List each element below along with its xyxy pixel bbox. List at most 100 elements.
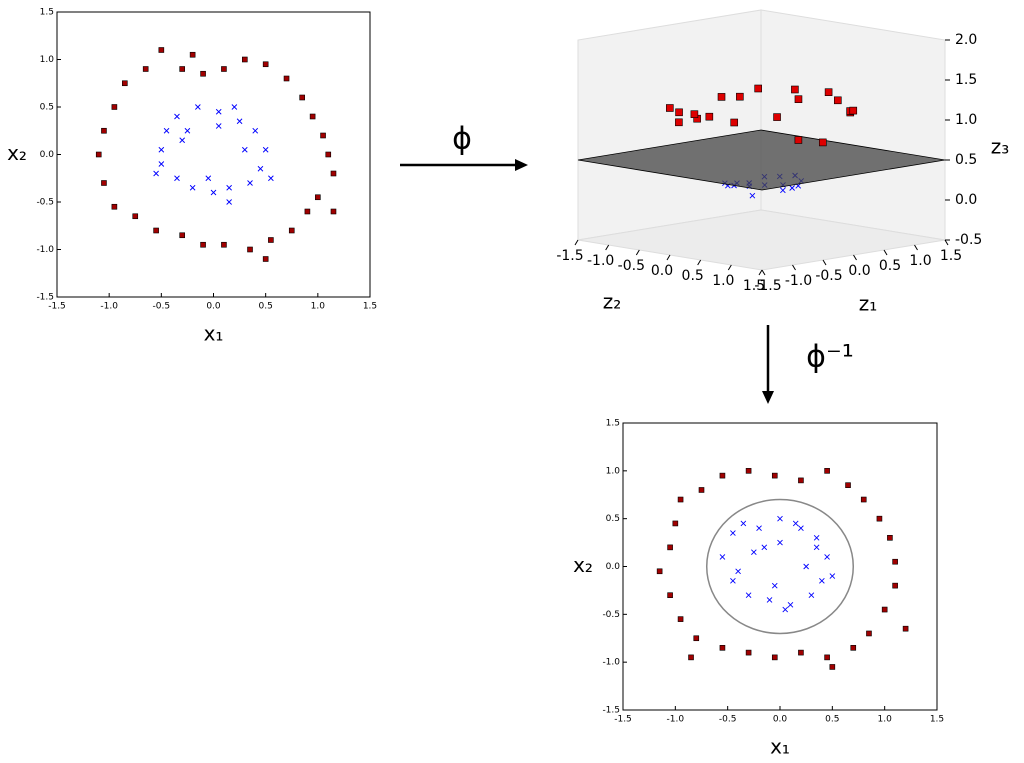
marker-square bbox=[866, 630, 872, 637]
marker-x bbox=[236, 118, 243, 125]
x-tick-label: 0.5 bbox=[259, 302, 273, 312]
y-tick-label: -1.5 bbox=[556, 248, 583, 264]
x-tick-label: 1.0 bbox=[311, 302, 326, 312]
marker-square bbox=[892, 558, 898, 565]
marker-square bbox=[698, 487, 705, 493]
marker-x bbox=[158, 146, 165, 153]
marker-x bbox=[163, 127, 170, 134]
x-tick-label: 1.0 bbox=[878, 715, 893, 725]
y-tick-label: 1.5 bbox=[40, 8, 54, 18]
marker-square bbox=[200, 241, 206, 248]
z-tick-label: 1.5 bbox=[955, 72, 977, 88]
marker-x bbox=[819, 578, 825, 584]
marker-x bbox=[184, 127, 191, 134]
x-tick-label: -1.5 bbox=[754, 278, 781, 294]
marker-x bbox=[226, 199, 232, 205]
marker-square bbox=[876, 515, 883, 522]
marker-square bbox=[845, 482, 851, 488]
marker-square bbox=[288, 227, 295, 234]
y-tick bbox=[635, 249, 640, 256]
marker-square bbox=[111, 104, 118, 110]
marker-square bbox=[325, 151, 332, 158]
marker-square bbox=[656, 568, 663, 575]
marker-square bbox=[268, 237, 274, 243]
marker-square bbox=[95, 151, 102, 158]
x-tick-label: 0.5 bbox=[825, 715, 839, 725]
marker-x bbox=[813, 534, 820, 541]
marker-x bbox=[751, 549, 757, 555]
x-tick-label: 0.0 bbox=[773, 715, 788, 725]
marker-square bbox=[111, 203, 118, 210]
marker-square bbox=[824, 468, 830, 474]
y-tick-label: 0.5 bbox=[40, 103, 54, 113]
marker-square bbox=[892, 582, 898, 589]
marker-x bbox=[241, 146, 248, 153]
y-tick-label: 1.5 bbox=[743, 278, 765, 294]
y-axis-label: z₂ bbox=[603, 290, 622, 314]
x-tick bbox=[853, 254, 857, 261]
marker-x bbox=[189, 184, 196, 191]
marker-square bbox=[794, 95, 803, 103]
marker-square bbox=[667, 592, 673, 599]
marker-x bbox=[210, 189, 217, 196]
marker-x bbox=[756, 525, 762, 532]
marker-square bbox=[101, 127, 107, 134]
marker-x bbox=[761, 544, 768, 551]
marker-square bbox=[101, 180, 107, 186]
marker-square bbox=[688, 654, 694, 661]
marker-square bbox=[179, 66, 185, 72]
marker-x bbox=[749, 192, 756, 199]
marker-square bbox=[829, 664, 836, 670]
marker-x bbox=[215, 123, 222, 129]
separating-plane bbox=[577, 129, 946, 191]
marker-x bbox=[179, 137, 186, 144]
y-tick bbox=[697, 259, 702, 266]
marker-x bbox=[205, 175, 212, 182]
y-tick-label: 0.5 bbox=[682, 268, 704, 284]
y-tick-label: -1.0 bbox=[602, 658, 620, 668]
marker-square bbox=[179, 232, 185, 239]
y-tick-label: -1.0 bbox=[36, 245, 54, 255]
marker-square bbox=[850, 645, 857, 651]
x-tick-label: -1.0 bbox=[667, 715, 685, 725]
x-tick-label: -0.5 bbox=[719, 715, 737, 725]
marker-square bbox=[794, 136, 803, 144]
x-tick bbox=[761, 269, 766, 276]
marker-square bbox=[221, 66, 227, 72]
marker-square bbox=[666, 104, 674, 112]
x-tick-label: 1.0 bbox=[909, 253, 931, 269]
marker-x bbox=[730, 578, 736, 584]
marker-square bbox=[299, 94, 305, 101]
marker-square bbox=[189, 51, 196, 58]
y-tick-label: -0.5 bbox=[602, 610, 620, 620]
plot-area bbox=[622, 422, 938, 711]
marker-x bbox=[719, 554, 726, 560]
marker-x bbox=[745, 592, 752, 599]
marker-square bbox=[122, 80, 128, 87]
marker-x bbox=[231, 104, 238, 110]
z-tick-label: -0.5 bbox=[955, 232, 982, 248]
x-axis-label: z₁ bbox=[859, 292, 878, 316]
x-tick-label: -0.5 bbox=[815, 268, 842, 284]
x-tick bbox=[944, 239, 949, 246]
marker-x bbox=[262, 146, 269, 153]
marker-square bbox=[745, 649, 752, 656]
marker-square bbox=[677, 496, 684, 503]
annotation: ϕ bbox=[452, 122, 472, 157]
marker-x bbox=[153, 170, 159, 177]
x-axis-label: x₁ bbox=[204, 322, 224, 346]
marker-square bbox=[304, 208, 311, 215]
marker-x bbox=[782, 606, 789, 613]
marker-square bbox=[881, 606, 888, 613]
x-tick-label: 0.0 bbox=[206, 302, 221, 312]
x-tick-label: -1.5 bbox=[48, 302, 66, 312]
marker-x bbox=[789, 185, 795, 191]
marker-x bbox=[777, 515, 783, 522]
marker-square bbox=[330, 170, 337, 177]
decision-boundary bbox=[705, 498, 855, 635]
x-tick-label: 1.5 bbox=[363, 302, 377, 312]
y-tick-label: 1.5 bbox=[606, 419, 620, 429]
x-tick-label: 0.0 bbox=[848, 263, 870, 279]
marker-square bbox=[242, 56, 248, 63]
y-tick-label: -0.5 bbox=[36, 198, 54, 208]
